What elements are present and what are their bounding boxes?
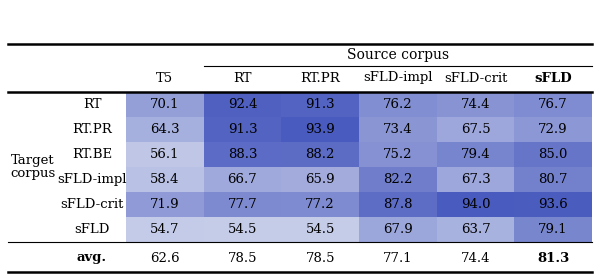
Bar: [203, 167, 281, 192]
Bar: [126, 92, 203, 117]
Text: 72.9: 72.9: [538, 123, 568, 136]
Bar: [203, 142, 281, 167]
Bar: [359, 217, 437, 242]
Bar: [514, 92, 592, 117]
Text: 77.7: 77.7: [227, 198, 257, 211]
Text: 63.7: 63.7: [461, 223, 490, 236]
Bar: [514, 117, 592, 142]
Bar: [514, 142, 592, 167]
Text: 76.2: 76.2: [383, 98, 413, 111]
Text: 74.4: 74.4: [461, 252, 490, 264]
Bar: [126, 217, 203, 242]
Bar: [203, 192, 281, 217]
Text: 94.0: 94.0: [461, 198, 490, 211]
Text: sFLD-impl: sFLD-impl: [57, 173, 127, 186]
Bar: [281, 192, 359, 217]
Text: 85.0: 85.0: [538, 148, 568, 161]
Bar: [514, 217, 592, 242]
Text: 91.3: 91.3: [305, 98, 335, 111]
Text: 67.3: 67.3: [461, 173, 490, 186]
Text: 93.9: 93.9: [305, 123, 335, 136]
Bar: [437, 117, 514, 142]
Text: 87.8: 87.8: [383, 198, 413, 211]
Text: RT.BE: RT.BE: [72, 148, 112, 161]
Text: 93.6: 93.6: [538, 198, 568, 211]
Text: 62.6: 62.6: [150, 252, 179, 264]
Text: RT.PR: RT.PR: [300, 71, 340, 85]
Bar: [203, 92, 281, 117]
Text: 78.5: 78.5: [305, 252, 335, 264]
Text: T5: T5: [156, 71, 173, 85]
Bar: [437, 92, 514, 117]
Text: sFLD-impl: sFLD-impl: [363, 71, 433, 85]
Text: sFLD-crit: sFLD-crit: [444, 71, 507, 85]
Bar: [514, 167, 592, 192]
Text: 77.2: 77.2: [305, 198, 335, 211]
Bar: [203, 117, 281, 142]
Bar: [437, 167, 514, 192]
Text: 67.5: 67.5: [461, 123, 490, 136]
Text: RT: RT: [83, 98, 101, 111]
Bar: [126, 142, 203, 167]
Text: sFLD: sFLD: [74, 223, 110, 236]
Text: 65.9: 65.9: [305, 173, 335, 186]
Text: 77.1: 77.1: [383, 252, 413, 264]
Text: 58.4: 58.4: [150, 173, 179, 186]
Text: 92.4: 92.4: [228, 98, 257, 111]
Bar: [437, 142, 514, 167]
Text: 54.5: 54.5: [228, 223, 257, 236]
Bar: [359, 192, 437, 217]
Text: 64.3: 64.3: [150, 123, 179, 136]
Text: 70.1: 70.1: [150, 98, 179, 111]
Bar: [281, 167, 359, 192]
Text: 71.9: 71.9: [150, 198, 179, 211]
Text: sFLD-crit: sFLD-crit: [61, 198, 124, 211]
Text: corpus: corpus: [10, 167, 56, 180]
Text: 91.3: 91.3: [227, 123, 257, 136]
Text: 79.4: 79.4: [461, 148, 490, 161]
Bar: [126, 117, 203, 142]
Text: 74.4: 74.4: [461, 98, 490, 111]
Text: 56.1: 56.1: [150, 148, 179, 161]
Text: 81.3: 81.3: [537, 252, 569, 264]
Text: 82.2: 82.2: [383, 173, 413, 186]
Text: Source corpus: Source corpus: [347, 48, 449, 62]
Bar: [281, 117, 359, 142]
Text: 88.2: 88.2: [305, 148, 335, 161]
Bar: [281, 217, 359, 242]
Bar: [203, 217, 281, 242]
Text: 88.3: 88.3: [228, 148, 257, 161]
Bar: [281, 142, 359, 167]
Text: 54.7: 54.7: [150, 223, 179, 236]
Text: Target: Target: [11, 154, 55, 167]
Bar: [437, 192, 514, 217]
Text: avg.: avg.: [77, 252, 107, 264]
Text: 76.7: 76.7: [538, 98, 568, 111]
Bar: [514, 192, 592, 217]
Text: 73.4: 73.4: [383, 123, 413, 136]
Bar: [126, 167, 203, 192]
Text: sFLD: sFLD: [535, 71, 572, 85]
Bar: [437, 217, 514, 242]
Text: 79.1: 79.1: [538, 223, 568, 236]
Text: 80.7: 80.7: [538, 173, 568, 186]
Bar: [359, 92, 437, 117]
Text: 75.2: 75.2: [383, 148, 413, 161]
Bar: [126, 192, 203, 217]
Text: 54.5: 54.5: [305, 223, 335, 236]
Text: RT.PR: RT.PR: [72, 123, 112, 136]
Text: 67.9: 67.9: [383, 223, 413, 236]
Text: RT: RT: [233, 71, 252, 85]
Bar: [281, 92, 359, 117]
Bar: [359, 167, 437, 192]
Text: 78.5: 78.5: [228, 252, 257, 264]
Bar: [359, 142, 437, 167]
Text: 66.7: 66.7: [227, 173, 257, 186]
Bar: [359, 117, 437, 142]
